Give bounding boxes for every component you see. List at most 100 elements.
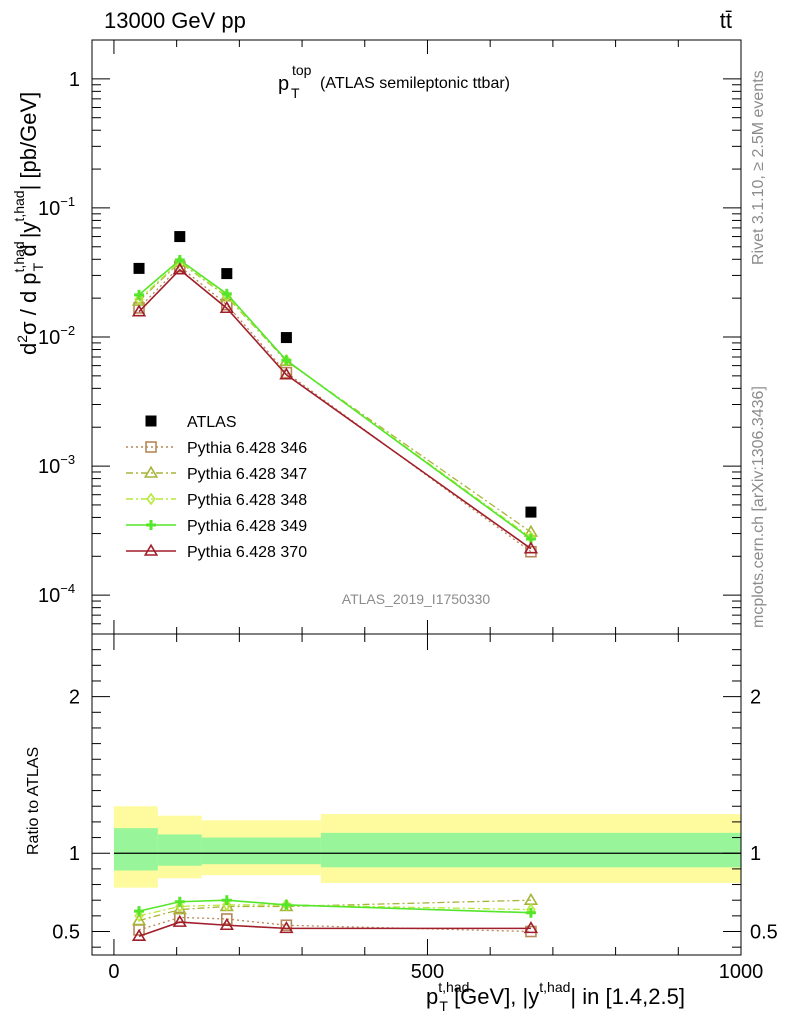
y-axis-title-ratio: Ratio to ATLAS xyxy=(25,747,42,855)
legend-marker xyxy=(146,492,156,506)
chart-title: p T top (ATLAS semileptonic ttbar) xyxy=(278,62,510,101)
x-tick-label: 0 xyxy=(108,961,119,983)
legend-label: Pythia 6.428 349 xyxy=(187,518,307,535)
ratio-series-s347 xyxy=(131,892,539,926)
ratio-point xyxy=(222,898,232,912)
x-tick-label: 500 xyxy=(411,961,444,983)
analysis-watermark: ATLAS_2019_I1750330 xyxy=(342,591,491,607)
y-tick-label-main: 10−2 xyxy=(38,323,75,349)
ratio-panel: 0.5 0.5 1 1 2 2 0 500 1000 xyxy=(52,633,778,983)
ratio-line xyxy=(138,921,531,937)
title-superscript: top xyxy=(292,62,312,78)
series-line xyxy=(138,261,532,533)
data-point xyxy=(133,302,145,314)
uncertainty-band-inner xyxy=(201,837,321,865)
uncertainty-band-inner xyxy=(157,834,202,866)
y-tick-label-main: 1 xyxy=(69,69,80,91)
ratio-point xyxy=(219,917,234,931)
y-tick-label-ratio: 1 xyxy=(69,843,80,865)
y-axis-title-main: d2σ / d pt,had T d |yt,had| [pb/GeV] xyxy=(11,92,46,355)
data-point xyxy=(131,304,147,317)
data-point xyxy=(174,231,186,243)
y-tick-label-ratio-right: 2 xyxy=(750,687,761,709)
ratio-point xyxy=(280,919,293,932)
ratio-point xyxy=(172,914,187,927)
process-label: tt̄ xyxy=(720,8,732,33)
collision-label: 13000 GeV pp xyxy=(104,8,246,33)
y-tick-label-ratio: 2 xyxy=(69,687,80,709)
x-tick-label: 1000 xyxy=(719,961,764,983)
ratio-point xyxy=(279,921,294,934)
y-tick-label-ratio-right: 1 xyxy=(750,843,761,865)
legend-marker xyxy=(146,520,156,530)
ratio-series-s349 xyxy=(134,895,536,918)
y-tick-label-main: 10−1 xyxy=(38,194,75,220)
ratio-point xyxy=(131,913,147,926)
data-point xyxy=(221,288,232,299)
legend-label: Pythia 6.428 347 xyxy=(187,466,307,483)
series-atlas xyxy=(133,231,537,518)
main-panel: 1 10−1 10−2 10−3 10−4 ATLAS Pythia 6.428 346 Py… xyxy=(38,39,742,635)
title-symbol: p xyxy=(278,73,289,95)
y-tick-label-main: 10−3 xyxy=(38,452,75,478)
legend-item: Pythia 6.428 348 xyxy=(126,492,307,509)
ratio-frame xyxy=(91,633,742,956)
data-point xyxy=(172,262,187,275)
legend-item: Pythia 6.428 370 xyxy=(126,543,307,561)
legend-item: ATLAS xyxy=(145,414,237,431)
legend-item: Pythia 6.428 347 xyxy=(126,465,307,483)
ratio-series-s370 xyxy=(131,914,539,942)
data-point xyxy=(134,292,144,306)
y-tick-label-ratio-right: 0.5 xyxy=(750,922,778,944)
legend-marker xyxy=(143,543,159,556)
legend-label: Pythia 6.428 348 xyxy=(187,492,307,509)
y-tick-label-main: 10−4 xyxy=(38,581,75,607)
title-text: (ATLAS semileptonic ttbar) xyxy=(320,75,510,92)
x-axis-title: pt,had T [GeV], |yt,had| in [1.4,2.5] xyxy=(426,979,685,1014)
data-point xyxy=(523,541,539,554)
data-point xyxy=(525,506,537,518)
series-line xyxy=(138,268,532,550)
ratio-point xyxy=(523,892,539,905)
legend-marker xyxy=(145,441,157,453)
ratio-point xyxy=(523,921,539,934)
series-s349 xyxy=(134,254,536,545)
ratio-point xyxy=(175,900,185,913)
ratio-line xyxy=(138,904,531,917)
title-subscript: T xyxy=(291,85,300,101)
y-tick-label-ratio: 0.5 xyxy=(52,922,80,944)
ratio-line xyxy=(138,916,531,933)
data-point xyxy=(280,332,292,344)
mcplots-note: mcplots.cern.ch [arXiv:1306.3436] xyxy=(750,386,767,628)
data-point xyxy=(134,289,145,300)
ratio-series-s348 xyxy=(134,898,536,923)
legend-marker xyxy=(143,465,159,478)
ratio-point xyxy=(221,913,233,925)
uncertainty-band-inner xyxy=(320,832,741,868)
legend: ATLAS Pythia 6.428 346 Pythia 6.428 347 Pyt… xyxy=(126,414,307,561)
ratio-series-s346 xyxy=(133,911,537,938)
ratio-point xyxy=(525,907,536,918)
ratio-point xyxy=(174,896,185,907)
ratio-point xyxy=(281,899,292,910)
legend-label: ATLAS xyxy=(187,414,237,431)
ratio-point xyxy=(131,928,147,942)
legend-label: Pythia 6.428 346 xyxy=(187,440,307,457)
data-point xyxy=(133,262,145,274)
ratio-point xyxy=(134,909,144,923)
series-s370 xyxy=(131,262,539,554)
data-point xyxy=(219,300,234,314)
data-point xyxy=(221,268,233,280)
rivet-note: Rivet 3.1.10, ≥ 2.5M events xyxy=(750,70,767,265)
uncertainty-band-inner xyxy=(113,828,158,871)
ratio-point xyxy=(221,895,232,906)
data-point xyxy=(281,355,292,366)
legend-label: Pythia 6.428 370 xyxy=(187,544,307,561)
ratio-point xyxy=(134,906,145,917)
legend-marker xyxy=(145,415,157,427)
legend-item: Pythia 6.428 346 xyxy=(126,440,307,457)
data-point xyxy=(279,367,294,380)
